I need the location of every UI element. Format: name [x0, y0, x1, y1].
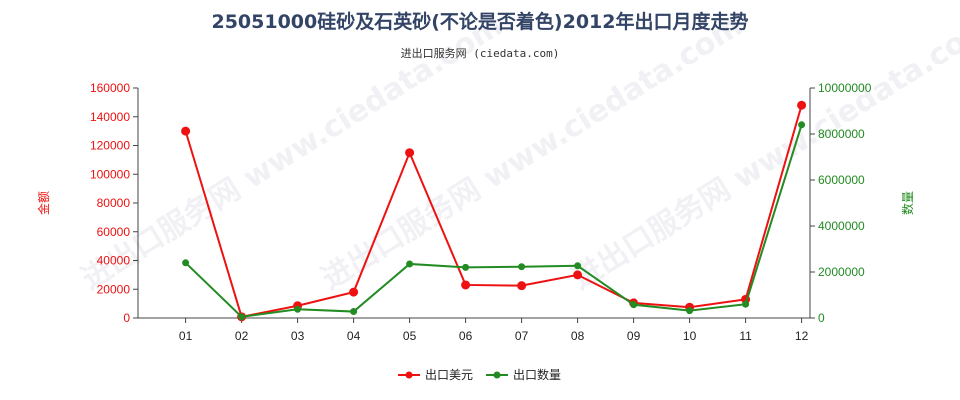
- right-axis-label: 数量: [900, 191, 915, 215]
- data-point: [573, 270, 583, 280]
- data-point: [405, 148, 415, 158]
- chart-subtitle: 进出口服务网 (ciedata.com): [401, 46, 560, 60]
- x-tick-label: 09: [627, 329, 641, 343]
- left-tick-label: 140000: [90, 110, 130, 124]
- right-tick-label: 8000000: [818, 127, 865, 141]
- x-tick-label: 10: [683, 329, 697, 343]
- x-tick-label: 05: [403, 329, 417, 343]
- legend-item[interactable]: 出口数量: [486, 367, 561, 382]
- data-point: [517, 281, 527, 291]
- data-point: [182, 259, 190, 267]
- legend-swatch-marker: [405, 371, 413, 379]
- left-tick-label: 80000: [97, 196, 131, 210]
- x-tick-label: 06: [459, 329, 473, 343]
- x-tick-label: 12: [795, 329, 809, 343]
- right-tick-label: 4000000: [818, 219, 865, 233]
- data-point: [181, 126, 191, 136]
- right-axis-ticks: 0 2000000 4000000 6000000 8000000 10000000: [810, 81, 872, 325]
- right-tick-label: 10000000: [818, 81, 872, 95]
- x-tick-label: 07: [515, 329, 529, 343]
- data-point: [518, 263, 526, 271]
- left-tick-label: 160000: [90, 81, 130, 95]
- right-tick-label: 6000000: [818, 173, 865, 187]
- chart-title: 25051000硅砂及石英砂(不论是否着色)2012年出口月度走势: [211, 10, 748, 33]
- x-axis-ticks: 01 02 03 04 05 06 07 08 09 10 11 12: [179, 318, 809, 343]
- left-axis-label: 金额: [36, 191, 51, 215]
- data-point: [350, 308, 358, 316]
- data-point: [742, 300, 750, 308]
- left-axis-ticks: 0 20000 40000 60000 80000 100000 120000 140000 1…: [90, 81, 138, 325]
- series-2: [182, 121, 806, 321]
- data-point: [462, 263, 470, 271]
- legend-label: 出口数量: [513, 367, 561, 382]
- x-tick-label: 01: [179, 329, 193, 343]
- legend[interactable]: 出口美元 出口数量: [398, 367, 561, 382]
- data-point: [238, 313, 246, 321]
- x-tick-label: 03: [291, 329, 305, 343]
- watermark-text: 进出口服务网 www.ciedata.com: [566, 8, 960, 297]
- data-point: [798, 121, 806, 129]
- series-line: [184, 124, 803, 318]
- legend-label: 出口美元: [425, 368, 473, 382]
- left-tick-label: 40000: [97, 254, 131, 268]
- legend-swatch-marker: [493, 371, 501, 379]
- data-point: [630, 301, 638, 309]
- left-tick-label: 20000: [97, 282, 131, 296]
- legend-item[interactable]: 出口美元: [398, 368, 473, 382]
- x-tick-label: 02: [235, 329, 249, 343]
- data-point: [349, 287, 359, 297]
- data-point: [294, 305, 302, 313]
- right-tick-label: 2000000: [818, 265, 865, 279]
- left-tick-label: 120000: [90, 139, 130, 153]
- data-point: [797, 100, 807, 110]
- data-point: [574, 262, 582, 270]
- left-tick-label: 100000: [90, 167, 130, 181]
- series-layer: [181, 100, 807, 322]
- data-point: [686, 307, 694, 315]
- series-line: [184, 104, 803, 319]
- data-point: [406, 260, 414, 268]
- x-tick-label: 08: [571, 329, 585, 343]
- x-tick-label: 11: [739, 329, 752, 343]
- right-tick-label: 0: [818, 311, 825, 325]
- left-tick-label: 0: [123, 311, 130, 325]
- left-tick-label: 60000: [97, 225, 131, 239]
- x-tick-label: 04: [347, 329, 361, 343]
- data-point: [461, 280, 471, 290]
